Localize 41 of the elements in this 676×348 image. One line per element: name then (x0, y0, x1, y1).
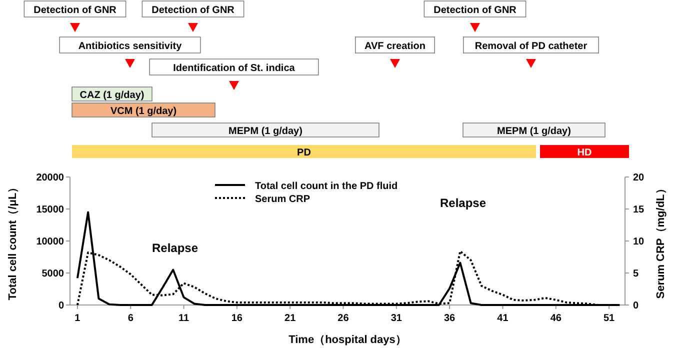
y-axis-title: Total cell count（/μL） (7, 182, 19, 300)
y2-tick-label: 20 (633, 172, 645, 184)
x-tick-label: 11 (178, 313, 190, 324)
text: Removal of PD catheter (474, 41, 588, 52)
y2-tick-label: 0 (633, 300, 639, 312)
y-tick-label: 20000 (36, 172, 64, 184)
y-tick-label: 15000 (36, 204, 64, 216)
annotation: Relapse (440, 196, 486, 210)
y-tick-label: 10000 (36, 236, 64, 248)
y2-axis-title: Serum CRP（mg/dL） (655, 183, 667, 299)
text: Antibiotics sensitivity (78, 41, 182, 52)
x-tick-label: 26 (338, 313, 350, 324)
text: PD (297, 148, 311, 158)
text: CAZ (1 g/day) (80, 90, 144, 101)
x-tick-label: 16 (231, 313, 243, 324)
text: Identification of St. indica (173, 63, 296, 74)
x-tick-label: 51 (603, 313, 616, 324)
x-tick-label: 36 (444, 313, 456, 324)
text: HD (577, 148, 592, 158)
text: VCM (1 g/day) (110, 106, 177, 117)
x-tick-label: 46 (550, 313, 562, 324)
x-tick-label: 41 (497, 313, 509, 324)
y-tick-label: 5000 (42, 268, 64, 280)
text: Detection of GNR (434, 5, 518, 16)
x-tick-label: 31 (390, 313, 402, 324)
y-tick-label: 0 (58, 300, 64, 312)
x-tick-label: 1 (74, 313, 81, 324)
x-axis-title: Time（hospital days） (288, 334, 406, 346)
legend-label: Serum CRP (255, 194, 310, 205)
text: Detection of GNR (152, 5, 236, 16)
text: Detection of GNR (34, 5, 118, 16)
text: AVF creation (364, 41, 426, 52)
x-tick-label: 6 (128, 313, 134, 324)
text: MEPM (1 g/day) (228, 126, 302, 137)
legend-label: Total cell count in the PD fluid (255, 181, 398, 192)
text: MEPM (1 g/day) (497, 126, 571, 137)
y2-tick-label: 5 (633, 268, 639, 280)
y2-tick-label: 10 (633, 236, 645, 248)
y2-tick-label: 15 (633, 204, 645, 216)
x-tick-label: 21 (284, 313, 296, 324)
annotation: Relapse (152, 241, 198, 255)
